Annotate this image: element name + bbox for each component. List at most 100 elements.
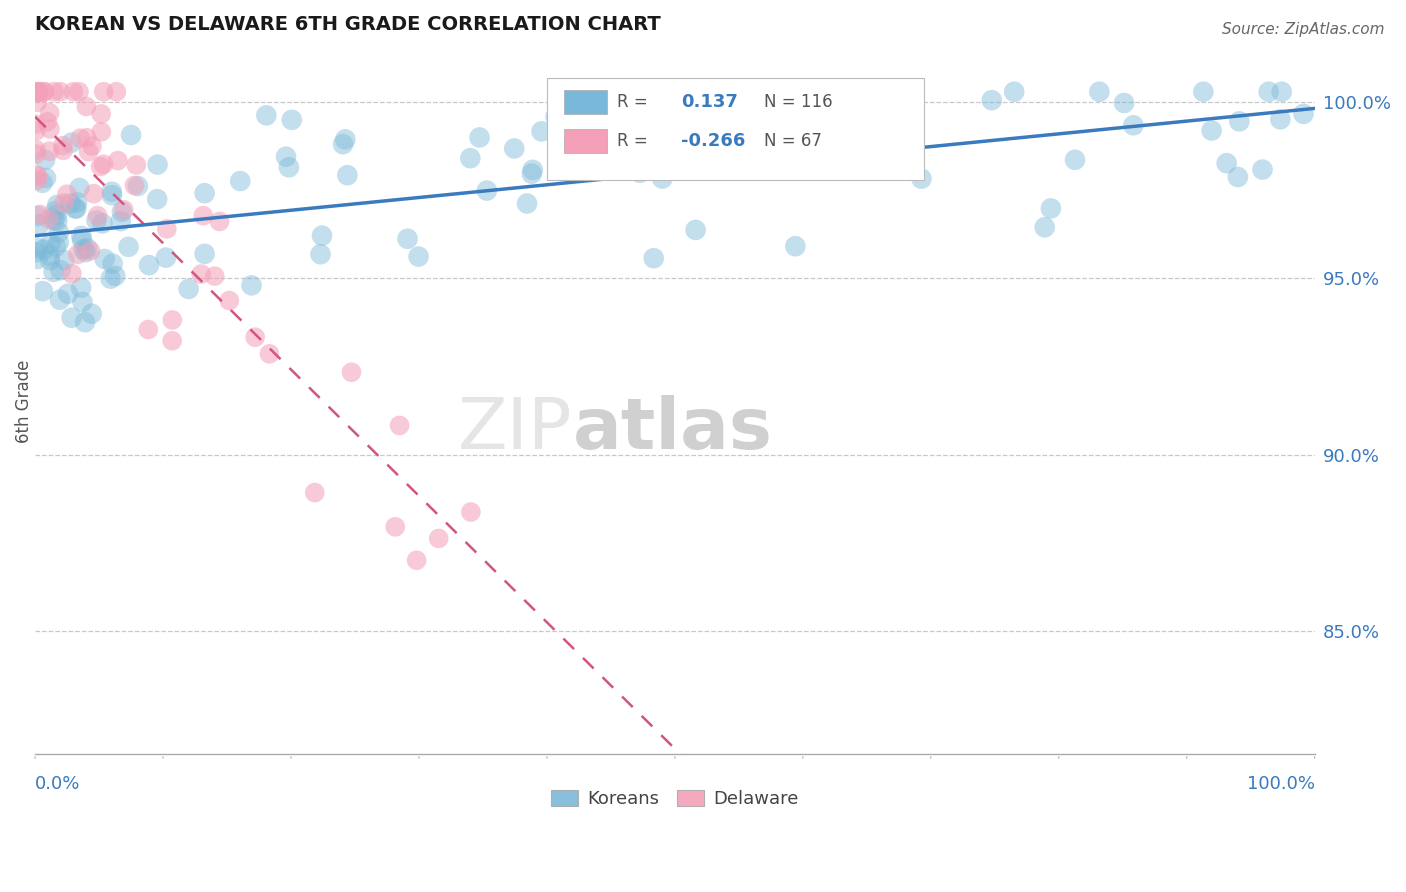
- Point: [240, 278, 263, 293]
- Point: [27, 209, 49, 223]
- Point: [27, 241, 49, 255]
- Point: [1270, 112, 1292, 127]
- Point: [1292, 107, 1315, 121]
- Point: [101, 257, 124, 271]
- Point: [32, 85, 55, 99]
- Point: [69, 181, 91, 195]
- Point: [46, 214, 69, 228]
- Point: [93, 85, 115, 99]
- Text: ZIP: ZIP: [458, 395, 572, 465]
- Point: [335, 132, 357, 146]
- Point: [65, 202, 87, 216]
- Point: [396, 232, 419, 246]
- FancyBboxPatch shape: [547, 78, 924, 180]
- Point: [66, 247, 89, 261]
- Point: [136, 322, 159, 336]
- Point: [66, 195, 89, 210]
- Point: [891, 85, 914, 99]
- Point: [685, 223, 707, 237]
- Point: [38, 144, 60, 158]
- Point: [93, 252, 115, 266]
- Point: [162, 313, 184, 327]
- Point: [69, 131, 91, 145]
- Point: [27, 85, 49, 99]
- Point: [193, 209, 215, 223]
- Point: [60, 136, 83, 150]
- Point: [340, 365, 363, 379]
- Point: [104, 268, 127, 283]
- Point: [754, 102, 776, 116]
- Point: [25, 147, 48, 161]
- Point: [522, 162, 544, 177]
- Point: [785, 239, 807, 253]
- Point: [49, 263, 72, 277]
- Point: [25, 85, 48, 99]
- Point: [45, 208, 67, 222]
- Point: [651, 171, 673, 186]
- Point: [76, 241, 98, 255]
- Point: [304, 485, 326, 500]
- Point: [1227, 114, 1250, 128]
- Point: [27, 252, 49, 266]
- Point: [156, 222, 179, 236]
- Point: [38, 105, 60, 120]
- Point: [44, 204, 66, 219]
- Point: [910, 171, 932, 186]
- Point: [25, 245, 48, 260]
- Point: [24, 117, 46, 131]
- Point: [1271, 85, 1294, 99]
- Point: [243, 330, 266, 344]
- Point: [744, 136, 766, 150]
- Point: [146, 157, 169, 171]
- FancyBboxPatch shape: [564, 129, 607, 153]
- Point: [48, 235, 70, 249]
- Point: [39, 253, 62, 268]
- Point: [1114, 95, 1136, 110]
- Text: Source: ZipAtlas.com: Source: ZipAtlas.com: [1222, 22, 1385, 37]
- Text: R =: R =: [617, 132, 654, 150]
- Point: [39, 122, 62, 136]
- Point: [27, 85, 49, 99]
- Point: [520, 167, 543, 181]
- Point: [42, 265, 65, 279]
- Point: [107, 153, 129, 168]
- Text: N = 67: N = 67: [765, 132, 823, 150]
- Point: [1251, 162, 1274, 177]
- Point: [60, 310, 83, 325]
- Point: [408, 250, 430, 264]
- Point: [405, 553, 427, 567]
- Point: [1215, 156, 1237, 170]
- Point: [336, 168, 359, 182]
- Point: [38, 212, 60, 227]
- Point: [53, 253, 76, 268]
- Point: [80, 139, 103, 153]
- Point: [83, 186, 105, 201]
- Point: [25, 168, 48, 182]
- Text: KOREAN VS DELAWARE 6TH GRADE CORRELATION CHART: KOREAN VS DELAWARE 6TH GRADE CORRELATION…: [35, 15, 661, 34]
- Point: [25, 173, 48, 187]
- Point: [125, 158, 148, 172]
- Point: [204, 269, 226, 284]
- Point: [93, 157, 115, 171]
- Point: [32, 243, 55, 257]
- Point: [516, 196, 538, 211]
- Point: [34, 85, 56, 99]
- Point: [1039, 202, 1062, 216]
- Point: [980, 93, 1002, 107]
- Point: [1088, 85, 1111, 99]
- Point: [35, 170, 58, 185]
- Point: [48, 226, 70, 240]
- Legend: Koreans, Delaware: Koreans, Delaware: [544, 783, 806, 815]
- Y-axis label: 6th Grade: 6th Grade: [15, 360, 32, 443]
- Point: [834, 87, 856, 101]
- Point: [641, 141, 664, 155]
- Point: [277, 161, 299, 175]
- Point: [468, 130, 491, 145]
- Point: [70, 281, 93, 295]
- Point: [70, 228, 93, 243]
- Point: [60, 267, 83, 281]
- Point: [530, 124, 553, 138]
- Point: [52, 144, 75, 158]
- Point: [503, 141, 526, 155]
- Point: [62, 85, 84, 99]
